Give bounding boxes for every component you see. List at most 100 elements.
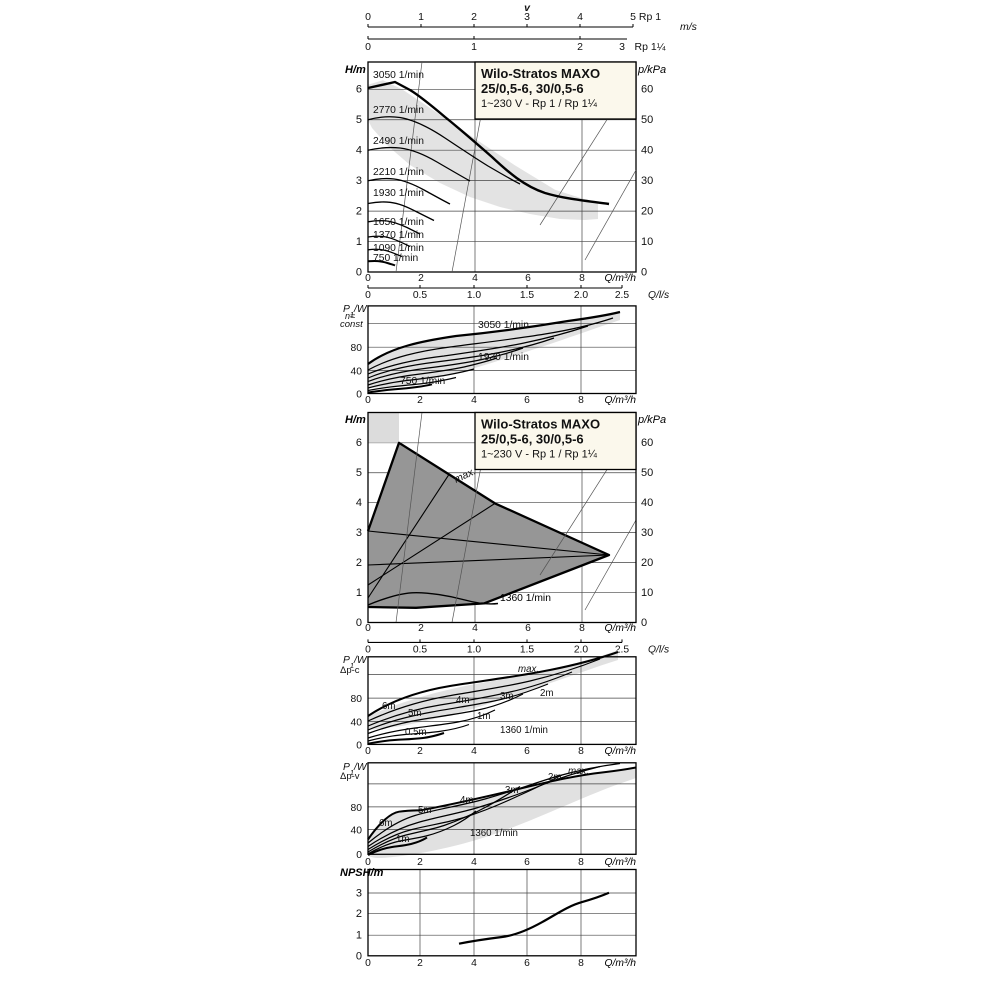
svg-text:1: 1 xyxy=(471,41,477,53)
svg-text:750 1/min: 750 1/min xyxy=(373,253,418,264)
svg-text:1: 1 xyxy=(418,11,424,23)
svg-text:4: 4 xyxy=(471,857,477,868)
svg-text:6: 6 xyxy=(525,273,531,284)
svg-text:6m: 6m xyxy=(379,818,392,829)
svg-text:0: 0 xyxy=(356,850,362,861)
svg-text:10: 10 xyxy=(641,236,653,248)
svg-text:1360 1/min: 1360 1/min xyxy=(500,725,548,736)
svg-text:3: 3 xyxy=(356,175,362,187)
svg-text:max.: max. xyxy=(452,465,478,485)
svg-text:Q/l/s: Q/l/s xyxy=(648,644,669,655)
svg-text:0: 0 xyxy=(365,41,371,53)
svg-text:4: 4 xyxy=(471,958,477,969)
svg-text:2.5: 2.5 xyxy=(615,290,630,301)
svg-text:0: 0 xyxy=(641,267,647,279)
svg-text:4: 4 xyxy=(472,273,478,284)
svg-text:2490 1/min: 2490 1/min xyxy=(373,136,424,147)
svg-text:1m: 1m xyxy=(396,834,409,845)
svg-text:8: 8 xyxy=(578,958,584,969)
svg-text:Rp 1¼: Rp 1¼ xyxy=(635,41,666,53)
svg-text:3: 3 xyxy=(524,11,530,23)
svg-text:3: 3 xyxy=(619,41,625,53)
svg-text:30: 30 xyxy=(641,527,653,539)
svg-text:p/kPa: p/kPa xyxy=(637,414,666,426)
svg-text:6: 6 xyxy=(524,958,530,969)
svg-text:H/m: H/m xyxy=(345,64,366,76)
svg-text:1.0: 1.0 xyxy=(467,290,482,301)
svg-text:40: 40 xyxy=(641,497,653,509)
svg-text:const: const xyxy=(340,319,363,330)
svg-text:2.0: 2.0 xyxy=(574,290,589,301)
svg-text:6m: 6m xyxy=(382,701,395,712)
svg-text:1: 1 xyxy=(356,587,362,599)
svg-text:p/kPa: p/kPa xyxy=(637,64,666,76)
svg-text:Q/m³/h: Q/m³/h xyxy=(605,958,637,969)
svg-text:2770 1/min: 2770 1/min xyxy=(373,105,424,116)
svg-text:1m: 1m xyxy=(477,711,490,722)
svg-text:25/0,5-6, 30/0,5-6: 25/0,5-6, 30/0,5-6 xyxy=(481,81,584,96)
svg-text:4: 4 xyxy=(356,145,362,157)
svg-text:max.: max. xyxy=(518,664,539,675)
svg-text:0: 0 xyxy=(356,740,362,751)
svg-text:0: 0 xyxy=(365,290,371,301)
svg-text:H/m: H/m xyxy=(345,414,366,426)
svg-text:2: 2 xyxy=(417,958,423,969)
svg-text:2: 2 xyxy=(417,857,423,868)
svg-text:Wilo-Stratos MAXO: Wilo-Stratos MAXO xyxy=(481,417,600,432)
svg-text:0: 0 xyxy=(365,623,371,634)
svg-text:Q/m³/h: Q/m³/h xyxy=(605,273,637,284)
svg-text:80: 80 xyxy=(351,803,363,814)
svg-text:1.0: 1.0 xyxy=(467,644,482,655)
svg-text:50: 50 xyxy=(641,114,653,126)
svg-text:0: 0 xyxy=(365,958,371,969)
svg-text:4: 4 xyxy=(471,746,477,757)
svg-text:0: 0 xyxy=(365,644,371,655)
svg-text:Rp 1: Rp 1 xyxy=(639,11,661,23)
svg-text:2: 2 xyxy=(356,557,362,569)
svg-text:3050 1/min: 3050 1/min xyxy=(478,320,529,331)
svg-text:1: 1 xyxy=(356,236,362,248)
svg-text:Q/m³/h: Q/m³/h xyxy=(605,395,637,406)
svg-text:8: 8 xyxy=(578,857,584,868)
svg-text:Wilo-Stratos MAXO: Wilo-Stratos MAXO xyxy=(481,66,600,81)
svg-text:3: 3 xyxy=(356,527,362,539)
svg-text:40: 40 xyxy=(351,717,363,728)
svg-text:Q/l/s: Q/l/s xyxy=(648,290,669,301)
svg-text:Q/m³/h: Q/m³/h xyxy=(605,857,637,868)
svg-text:20: 20 xyxy=(641,557,653,569)
svg-text:5m: 5m xyxy=(418,805,431,816)
svg-text:0: 0 xyxy=(356,390,362,401)
svg-text:750 1/min: 750 1/min xyxy=(400,376,445,387)
svg-text:1: 1 xyxy=(356,930,362,942)
svg-text:2: 2 xyxy=(417,746,423,757)
svg-text:50: 50 xyxy=(641,467,653,479)
svg-text:3m: 3m xyxy=(505,785,518,796)
svg-text:6: 6 xyxy=(524,746,530,757)
svg-text:2: 2 xyxy=(418,623,424,634)
svg-text:1370 1/min: 1370 1/min xyxy=(373,230,424,241)
svg-text:Q/m³/h: Q/m³/h xyxy=(605,746,637,757)
svg-text:1650 1/min: 1650 1/min xyxy=(373,217,424,228)
svg-text:10: 10 xyxy=(641,587,653,599)
svg-text:4: 4 xyxy=(472,623,478,634)
svg-text:30: 30 xyxy=(641,175,653,187)
svg-text:4m: 4m xyxy=(460,795,473,806)
svg-text:2210 1/min: 2210 1/min xyxy=(373,167,424,178)
svg-text:2: 2 xyxy=(417,395,423,406)
svg-text:0: 0 xyxy=(365,395,371,406)
svg-text:0: 0 xyxy=(365,11,371,23)
svg-text:40: 40 xyxy=(351,826,363,837)
svg-text:1.5: 1.5 xyxy=(520,644,535,655)
svg-text:8: 8 xyxy=(579,273,585,284)
svg-text:5m: 5m xyxy=(408,708,421,719)
svg-text:60: 60 xyxy=(641,84,653,96)
svg-text:80: 80 xyxy=(351,694,363,705)
svg-text:1360 1/min: 1360 1/min xyxy=(500,593,551,604)
svg-text:0.5: 0.5 xyxy=(413,644,428,655)
svg-text:5: 5 xyxy=(356,114,362,126)
svg-text:4m: 4m xyxy=(456,695,469,706)
svg-text:2: 2 xyxy=(577,41,583,53)
svg-text:1~230 V - Rp 1 / Rp 1¼: 1~230 V - Rp 1 / Rp 1¼ xyxy=(481,449,598,461)
svg-text:4: 4 xyxy=(471,395,477,406)
svg-text:4: 4 xyxy=(577,11,583,23)
